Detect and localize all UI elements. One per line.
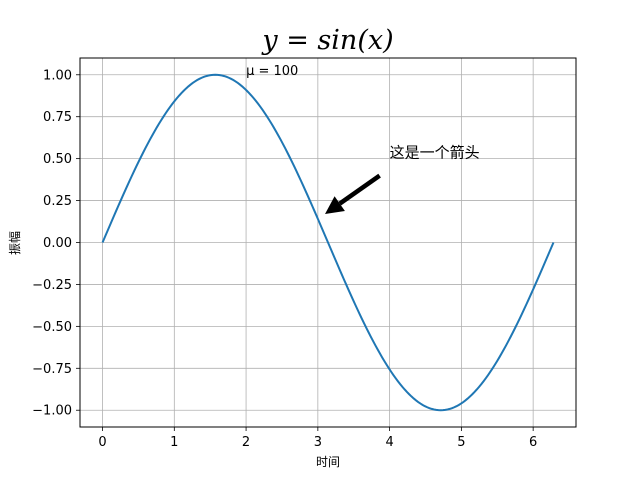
arrow-annotation-text: 这是一个箭头 bbox=[390, 144, 480, 162]
series-layer bbox=[101, 73, 555, 412]
x-tick-label: 0 bbox=[98, 435, 106, 450]
x-tick-label: 1 bbox=[170, 435, 178, 450]
series-line bbox=[101, 73, 555, 412]
y-tick-label: 0.50 bbox=[43, 152, 72, 167]
x-tick-label: 6 bbox=[529, 435, 537, 450]
y-tick-label: −0.25 bbox=[32, 278, 72, 293]
y-tick-label: −1.00 bbox=[32, 404, 72, 419]
y-tick-label: −0.75 bbox=[32, 362, 72, 377]
chart-title: y = sin(x) bbox=[261, 25, 393, 56]
arrow-shaft bbox=[338, 173, 381, 206]
y-tick-label: 0.75 bbox=[43, 110, 72, 125]
x-axis-label: 时间 bbox=[316, 455, 340, 469]
y-axis-label: 振幅 bbox=[7, 231, 22, 255]
y-tick-label: 0.00 bbox=[43, 236, 72, 251]
x-tick-label: 4 bbox=[385, 435, 393, 450]
annotations: μ = 100 这是一个箭头 bbox=[246, 64, 480, 214]
x-tick-label: 2 bbox=[242, 435, 250, 450]
arrow-head bbox=[325, 196, 345, 214]
y-axis: 1.00 0.75 0.50 0.25 0.00 −0.25 −0.50 −0.75 −1.00 bbox=[32, 68, 80, 419]
y-tick-label: 1.00 bbox=[43, 68, 72, 83]
y-tick-label: 0.25 bbox=[43, 194, 72, 209]
x-tick-label: 5 bbox=[457, 435, 465, 450]
x-tick-label: 3 bbox=[314, 435, 322, 450]
x-axis: 0 1 2 3 4 5 6 bbox=[98, 427, 537, 450]
y-tick-label: −0.50 bbox=[32, 320, 72, 335]
mu-annotation: μ = 100 bbox=[246, 64, 298, 79]
grid bbox=[80, 58, 576, 427]
